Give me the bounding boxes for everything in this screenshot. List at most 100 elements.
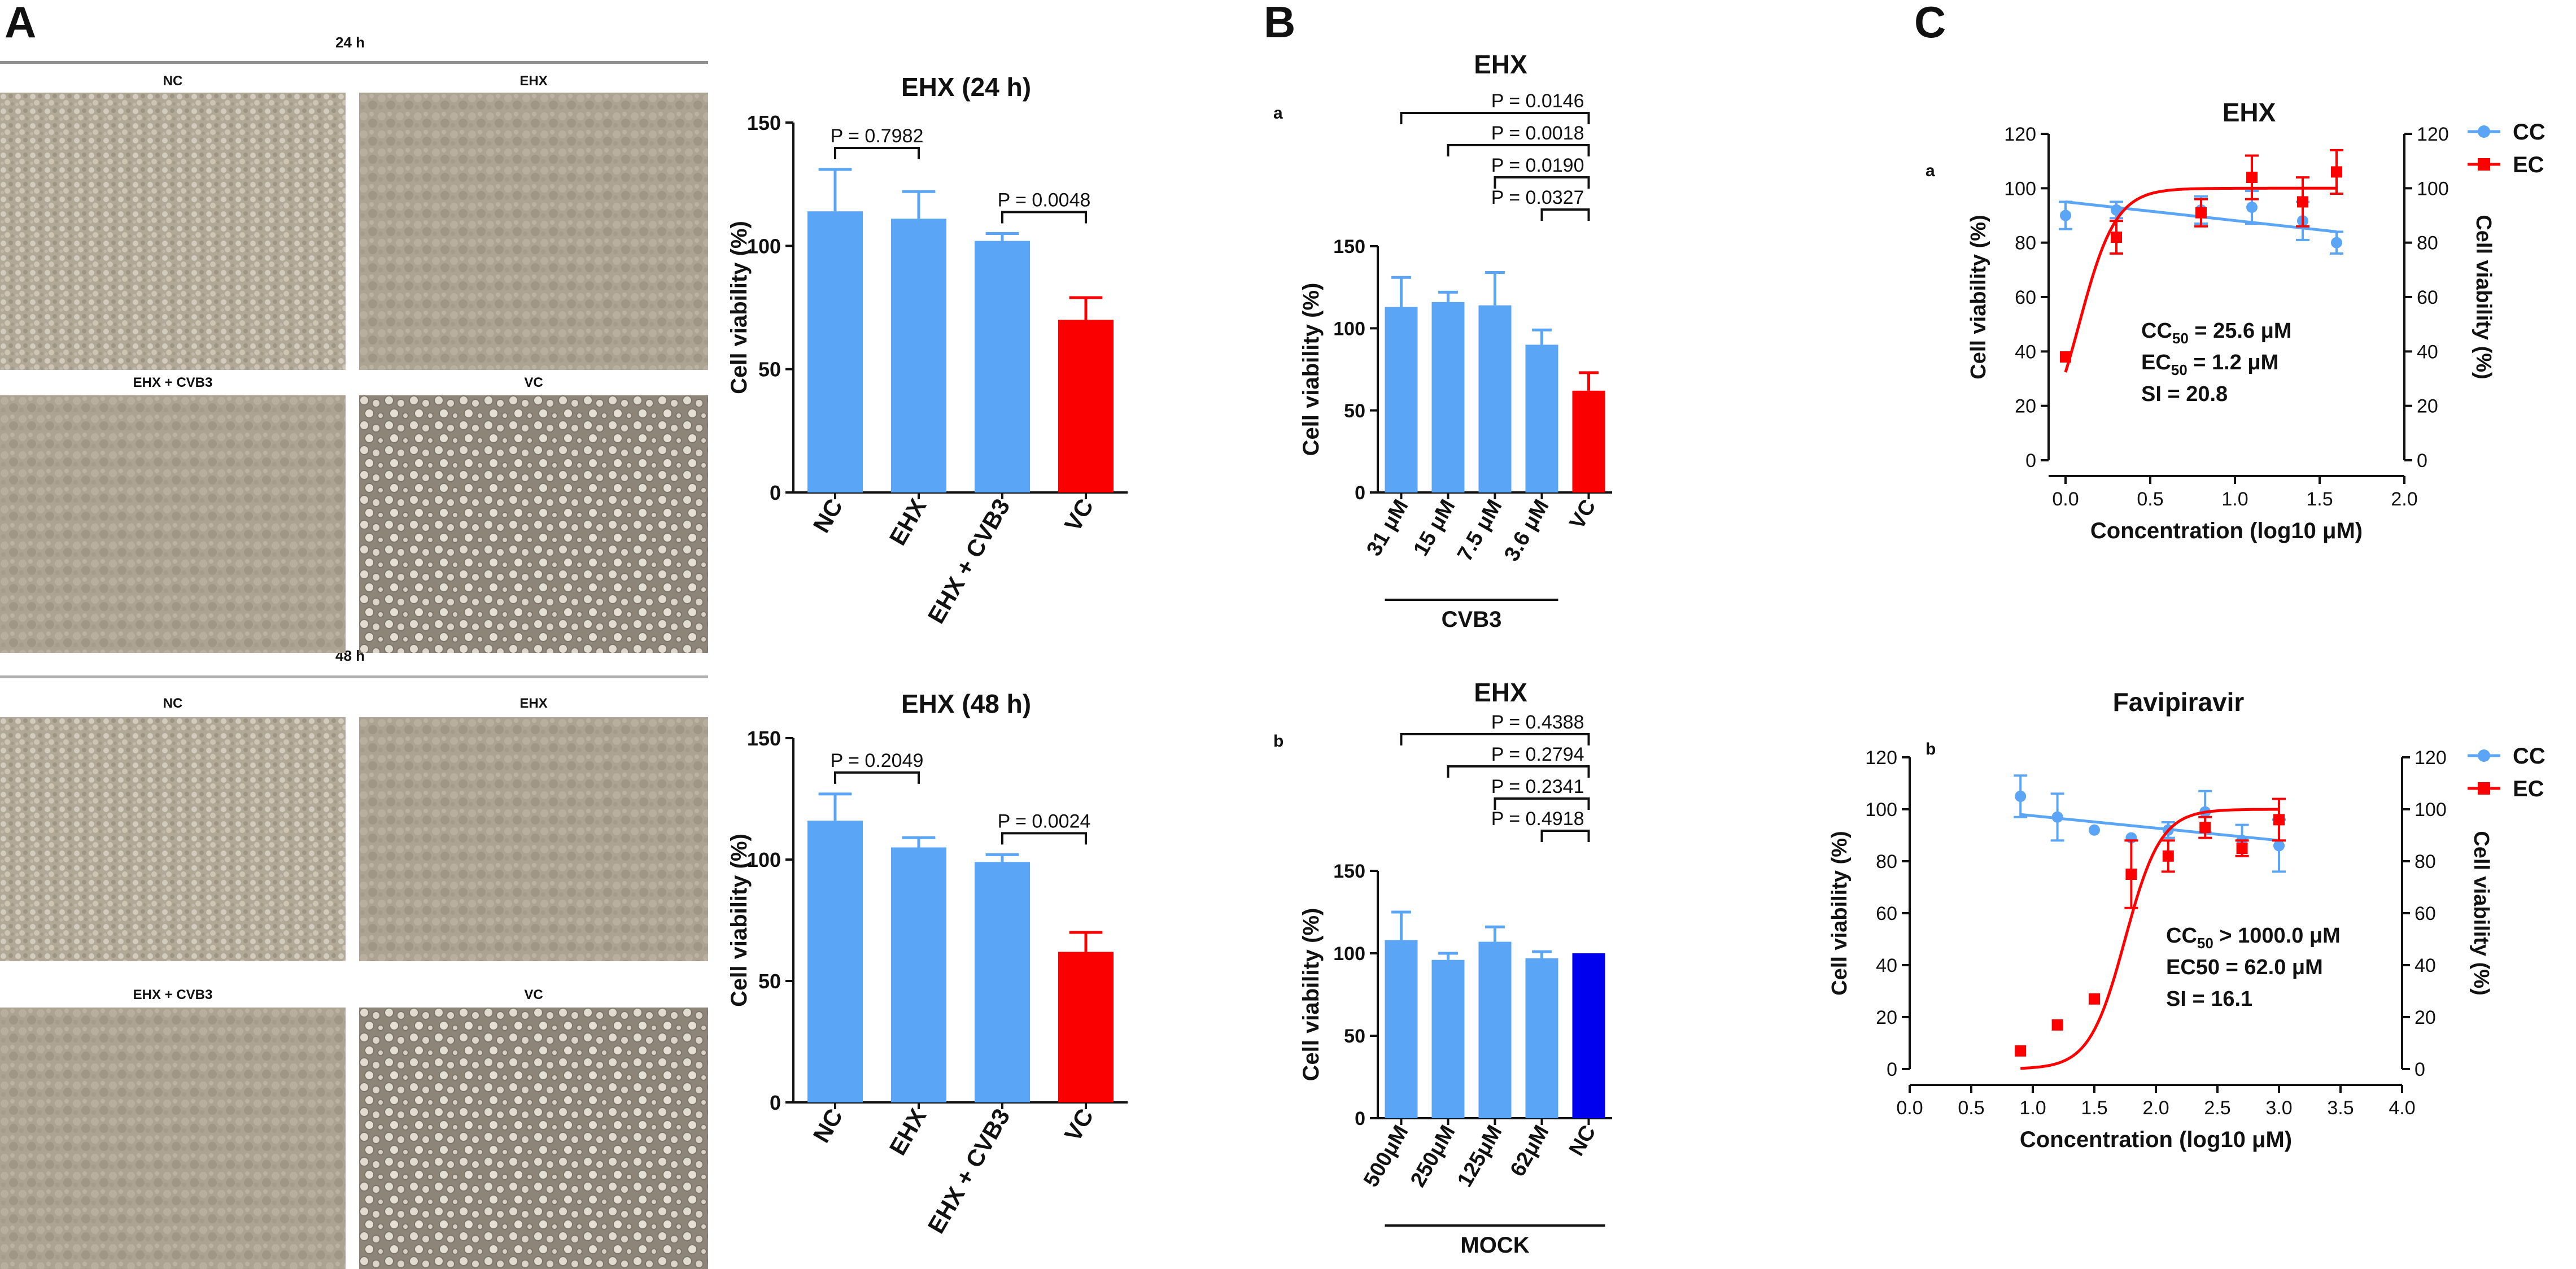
y-tick-label: 80 — [2015, 233, 2036, 254]
y-tick-label: 120 — [2004, 124, 2036, 145]
group-label: MOCK — [1460, 1233, 1529, 1258]
chart-title: EHX — [1474, 50, 1527, 79]
panel-letter-a: A — [5, 0, 37, 47]
y-axis-label: Cell viability (%) — [727, 221, 752, 394]
x-tick-label: 3.0 — [2265, 1097, 2292, 1119]
comparison-bracket — [1540, 830, 1590, 842]
x-tick-label: 0.0 — [2052, 489, 2079, 510]
legend-marker — [2478, 158, 2490, 171]
x-tick-label: 1.0 — [2221, 489, 2248, 510]
fit-curve — [2064, 186, 2337, 373]
y-tick-label: 100 — [1865, 799, 1897, 821]
y-tick-label: 0 — [770, 481, 781, 504]
bar — [807, 211, 863, 492]
stat-annotation: SI = 20.8 — [2141, 382, 2228, 406]
panel-letter-c: C — [1914, 0, 1946, 47]
comparison-bracket — [1400, 112, 1590, 124]
bar — [1478, 941, 1512, 1118]
y-right-tick-label: 60 — [2415, 903, 2436, 925]
comparison-bracket — [1447, 765, 1590, 778]
y-tick-label: 150 — [1333, 861, 1365, 882]
micrograph-48h-nc — [0, 717, 346, 961]
y-tick-label: 150 — [747, 111, 781, 134]
comparison-bracket — [1447, 144, 1590, 156]
y-right-tick-label: 0 — [2417, 450, 2427, 472]
p-value-label: P = 0.2049 — [831, 750, 924, 771]
chart-title: EHX (48 h) — [901, 689, 1031, 718]
chart-title: EHX (24 h) — [901, 72, 1031, 102]
micrograph-48h-ehx-cvb3 — [0, 1008, 346, 1269]
data-point — [2273, 814, 2285, 826]
micrograph-48h-ehx — [359, 717, 708, 961]
y-axis-label: Cell viability (%) — [1967, 215, 1990, 379]
y-tick-label: 80 — [1876, 851, 1897, 873]
data-point — [2199, 822, 2211, 834]
data-point — [2051, 1019, 2063, 1031]
bar — [975, 241, 1030, 492]
y-right-tick-label: 100 — [2417, 178, 2449, 199]
micrograph-label: EHX — [519, 696, 548, 711]
legend-label: CC — [2513, 120, 2546, 145]
legend-marker — [2478, 125, 2490, 138]
comparison-bracket — [1001, 832, 1087, 845]
subpanel-label: b — [1273, 732, 1283, 751]
time-label-24h: 24 h — [335, 34, 365, 51]
data-point — [2051, 811, 2063, 823]
y-right-tick-label: 0 — [2415, 1059, 2425, 1080]
data-point — [2015, 1045, 2027, 1057]
separator-24h — [0, 61, 708, 64]
y-tick-label: 0 — [1355, 482, 1365, 504]
p-value-label: P = 0.0024 — [998, 810, 1091, 832]
micrograph-label: NC — [163, 73, 183, 89]
bar — [1385, 307, 1418, 492]
y-right-tick-label: 120 — [2417, 124, 2449, 145]
micrograph-label: VC — [524, 375, 543, 390]
y-tick-label: 100 — [747, 848, 781, 871]
data-point — [2111, 232, 2122, 243]
y-tick-label: 60 — [1876, 903, 1897, 925]
p-value-label: P = 0.0190 — [1491, 155, 1584, 176]
y-tick-label: 20 — [1876, 1007, 1897, 1028]
comparison-bracket — [834, 146, 920, 159]
subpanel-label: a — [1926, 162, 1935, 180]
data-point — [2297, 196, 2308, 208]
comparison-bracket — [1494, 797, 1590, 810]
p-value-label: P = 0.7982 — [831, 125, 924, 147]
x-tick-label: 0.5 — [1958, 1097, 1984, 1119]
x-tick-label: 2.5 — [2204, 1097, 2230, 1119]
legend-label: EC — [2513, 777, 2544, 801]
bar — [975, 862, 1030, 1102]
y-axis-label: Cell viability (%) — [1828, 831, 1852, 995]
bar — [1058, 952, 1114, 1102]
bar — [891, 847, 946, 1102]
x-axis-label: Concentration (log10 μM) — [2090, 518, 2363, 543]
scatter-chart-C_a: EHX a 0 0 20 20 40 40 60 60 80 80 100 100 120 120 0.0 0.5… — [1926, 98, 2546, 543]
y-tick-label: 100 — [747, 234, 781, 258]
y-tick-label: 100 — [1333, 319, 1365, 340]
y-tick-label: 150 — [1333, 236, 1365, 258]
y-tick-label: 50 — [758, 970, 781, 993]
data-point — [2060, 210, 2071, 221]
data-point — [2246, 202, 2258, 213]
y-axis-right-label: Cell viability (%) — [2469, 831, 2493, 995]
data-point — [2331, 166, 2342, 178]
stat-annotation: SI = 16.1 — [2166, 987, 2252, 1011]
y-tick-label: 50 — [1344, 1026, 1365, 1047]
p-value-label: P = 0.0018 — [1491, 123, 1584, 144]
y-right-tick-label: 100 — [2415, 799, 2447, 821]
micrograph-48h-vc — [359, 1008, 708, 1269]
y-tick-label: 0 — [1887, 1059, 1897, 1080]
bar — [891, 219, 946, 492]
x-tick-label: 2.0 — [2391, 489, 2417, 510]
y-right-tick-label: 20 — [2415, 1007, 2436, 1028]
x-tick-label: 1.0 — [2019, 1097, 2046, 1119]
p-value-label: P = 0.4918 — [1491, 808, 1584, 830]
p-value-label: P = 0.2794 — [1491, 744, 1584, 765]
y-tick-label: 0 — [2025, 450, 2036, 472]
micrograph-24h-nc — [0, 93, 346, 370]
p-value-label: P = 0.4388 — [1491, 712, 1584, 733]
comparison-bracket — [1494, 176, 1590, 189]
stat-annotation: EC50 = 62.0 μM — [2166, 956, 2323, 979]
